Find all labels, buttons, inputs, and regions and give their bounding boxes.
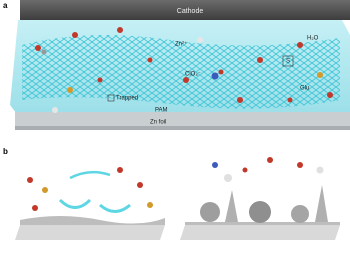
cathode: [20, 0, 350, 20]
zn-ion-label: Zn²⁺: [175, 41, 187, 48]
zn-foil-edge: [15, 126, 350, 130]
panel-b-left: [15, 167, 165, 240]
glu-label: Glu: [300, 86, 309, 92]
zn-foil-label: Zn foil: [150, 120, 166, 126]
s-box: [282, 55, 294, 67]
perchlorate-label: ClO₄⁻: [185, 72, 201, 78]
pam-label: PAM: [155, 108, 168, 114]
panel-label: a: [3, 1, 8, 10]
panel-b-right: [180, 157, 340, 240]
trapped-box: [107, 94, 115, 102]
pam-network: [22, 35, 340, 109]
panel-label: b: [3, 147, 8, 156]
trapped-label: Trapped: [116, 96, 138, 102]
water-label: H₂O: [307, 36, 319, 42]
zn-foil: [15, 112, 350, 126]
cathode-label: Cathode: [177, 8, 204, 15]
molecules: [35, 27, 333, 113]
s-label: S: [286, 59, 290, 65]
